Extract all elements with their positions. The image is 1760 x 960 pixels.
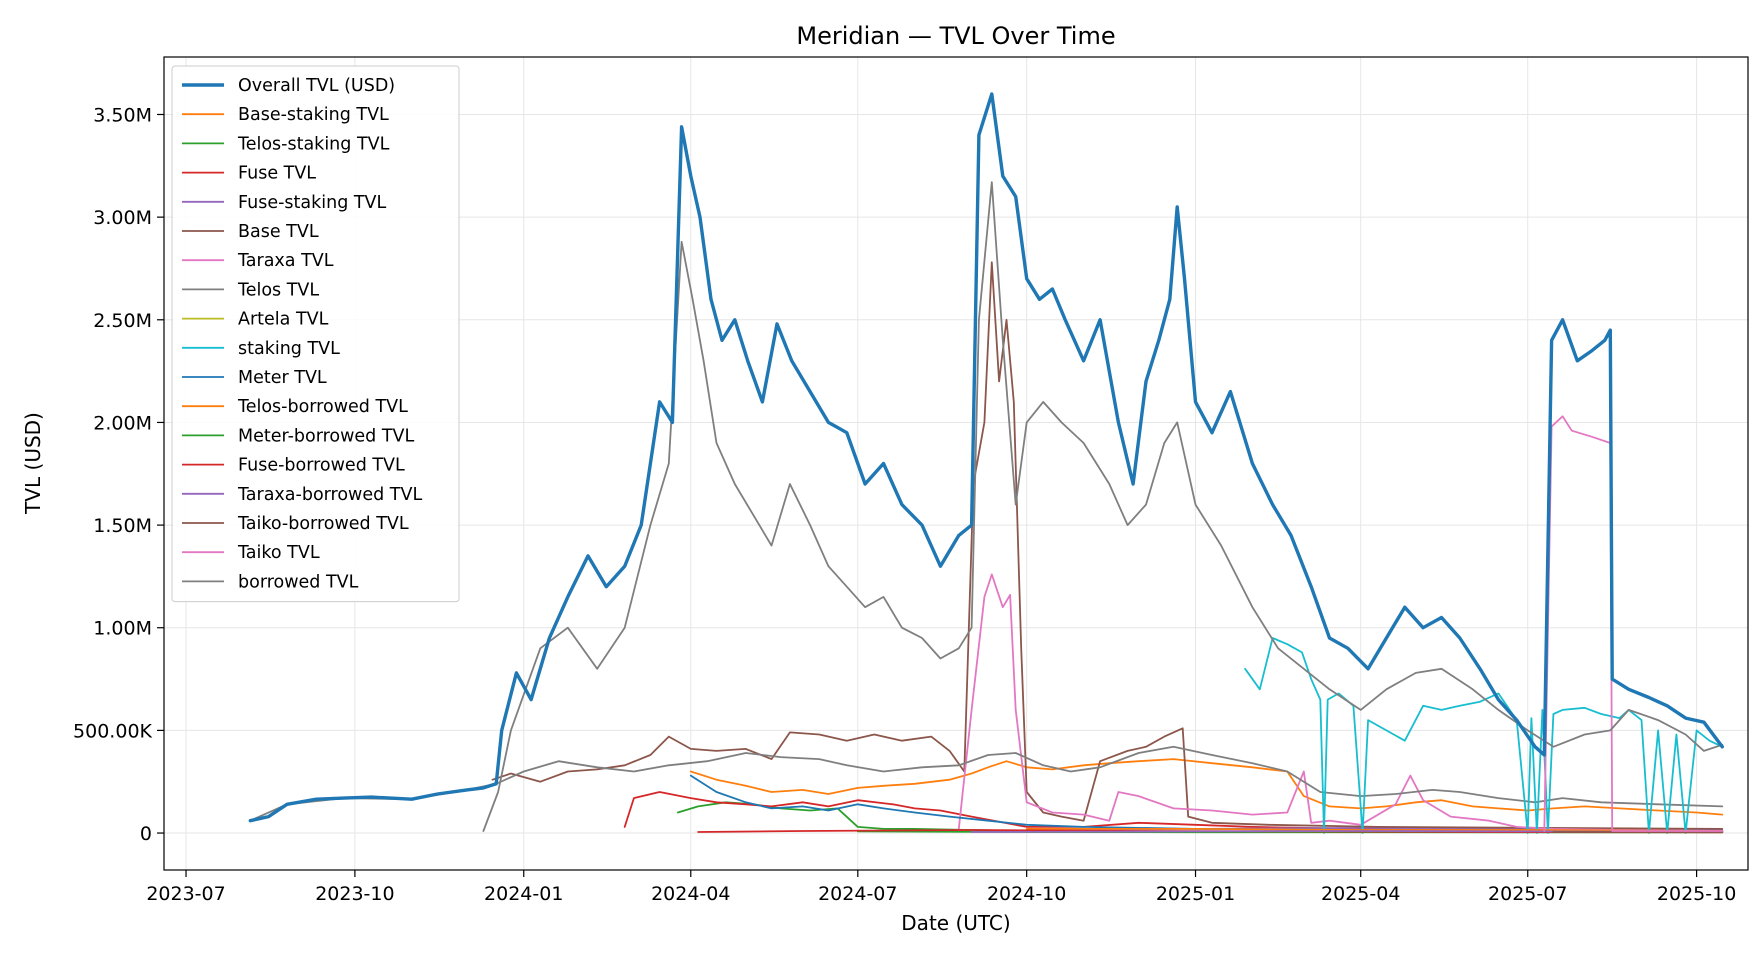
legend-label-base-staking-tvl: Base-staking TVL [238,105,389,125]
x-tick-label: 2024-04 [651,883,730,905]
legend-label-fuse-staking-tvl: Fuse-staking TVL [238,193,387,213]
series-line-taiko-tvl [1543,415,1724,832]
x-tick-label: 2025-04 [1321,883,1400,905]
legend-label-overall-tvl-usd: Overall TVL (USD) [238,76,395,96]
x-tick-label: 2025-10 [1657,883,1736,905]
series-line-fuse-tvl [623,791,1724,832]
y-tick-label: 500.00K [73,720,152,742]
y-axis-title: TVL (USD) [21,412,45,515]
legend-label-artela-tvl: Artela TVL [238,310,329,330]
series-layer [248,92,1724,834]
series-line-telos-tvl [249,745,1724,822]
legend-label-borrowed-tvl: borrowed TVL [238,572,359,592]
legend-label-base-tvl: Base TVL [238,222,319,242]
grid-layer [164,57,1748,870]
x-tick-label: 2024-07 [818,883,897,905]
legend-label-telos-borrowed-tvl: Telos-borrowed TVL [237,397,408,417]
legend-label-staking-tvl: staking TVL [238,339,340,359]
legend-label-taiko-tvl: Taiko TVL [237,543,320,563]
x-axis: 2023-07 2023-10 2024-01 2024-04 2024-07 2024-… [146,870,1736,905]
plot-frame [163,56,1749,871]
legend-label-taraxa-borrowed-tvl: Taraxa-borrowed TVL [237,485,422,505]
legend-label-meter-tvl: Meter TVL [238,368,327,388]
chart-title: Meridian — TVL Over Time [796,22,1115,50]
x-tick-label: 2023-07 [146,883,225,905]
x-tick-label: 2024-10 [987,883,1066,905]
legend-box [171,65,460,603]
legend-label-fuse-tvl: Fuse TVL [238,164,316,184]
x-tick-label: 2023-10 [315,883,394,905]
series-line-overall-tvl-usd [248,92,1724,823]
legend: Overall TVL (USD) Base-staking TVL Telos-s… [171,65,460,603]
y-tick-label: 3.50M [93,104,152,126]
y-tick-label: 2.00M [93,412,152,434]
legend-label-telos-tvl: Telos TVL [237,280,319,300]
y-axis: 0 500.00K 1.00M 1.50M 2.00M 2.50M 3.00M 3.50M [73,104,164,845]
legend-label-taraxa-tvl: Taraxa TVL [237,251,334,271]
y-tick-label: 1.00M [93,618,152,640]
x-tick-label: 2025-07 [1488,883,1567,905]
series-line-staking-tvl [1244,637,1724,834]
series-line-taraxa-tvl [957,573,1724,832]
x-tick-label: 2024-01 [484,883,563,905]
x-axis-title: Date (UTC) [901,911,1010,935]
series-line-telos-borrowed-tvl [1025,828,1724,832]
y-tick-label: 3.00M [93,207,152,229]
series-line-base-tvl [491,261,1724,830]
x-tick-label: 2025-01 [1156,883,1235,905]
y-tick-label: 2.50M [93,310,152,332]
y-tick-label: 1.50M [93,515,152,537]
legend-label-fuse-borrowed-tvl: Fuse-borrowed TVL [238,456,405,476]
y-tick-label: 0 [140,823,152,845]
legend-label-meter-borrowed-tvl: Meter-borrowed TVL [238,426,415,446]
series-line-borrowed-tvl [482,181,1724,832]
legend-label-taiko-borrowed-tvl: Taiko-borrowed TVL [237,514,409,534]
legend-label-telos-staking-tvl: Telos-staking TVL [237,134,390,154]
